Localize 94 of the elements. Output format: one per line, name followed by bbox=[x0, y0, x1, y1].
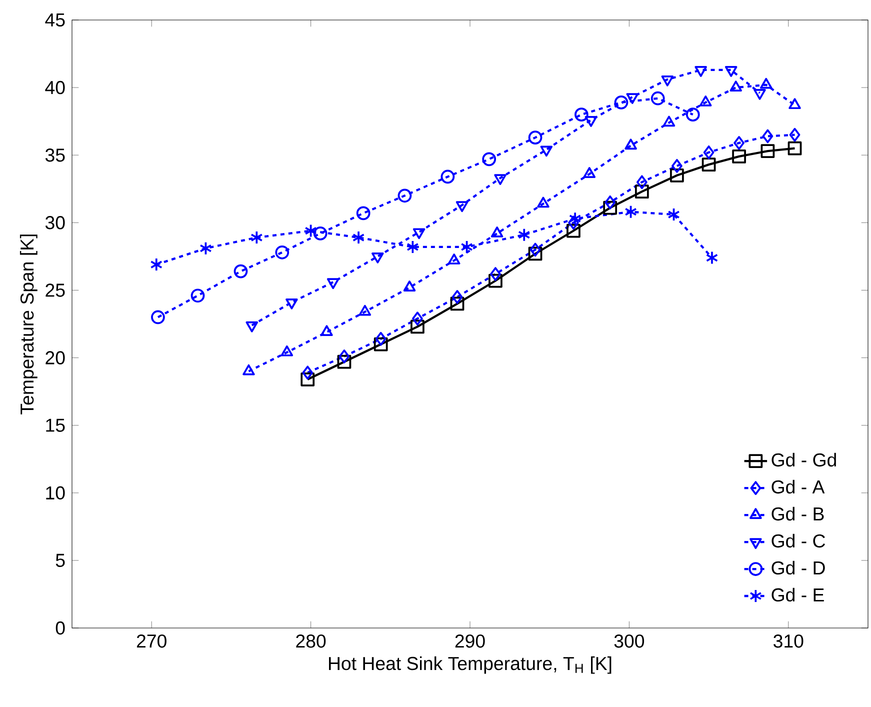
x-tick-label: 300 bbox=[614, 634, 644, 648]
point bbox=[732, 150, 746, 164]
point bbox=[603, 200, 618, 215]
point bbox=[450, 296, 464, 311]
y-tick-label: 20 bbox=[46, 351, 65, 364]
point bbox=[234, 264, 248, 278]
point bbox=[668, 208, 680, 222]
point bbox=[490, 226, 504, 238]
point bbox=[566, 224, 580, 238]
point bbox=[374, 337, 388, 352]
y-tick-label: 40 bbox=[45, 80, 65, 94]
point bbox=[694, 66, 707, 77]
legend-label: Gd - B bbox=[772, 506, 824, 521]
point bbox=[338, 349, 350, 364]
point bbox=[760, 144, 775, 158]
point bbox=[337, 354, 352, 369]
point bbox=[410, 320, 424, 334]
y-tick-label: 30 bbox=[45, 216, 65, 230]
point bbox=[242, 364, 255, 376]
point bbox=[151, 310, 165, 324]
point bbox=[150, 258, 163, 272]
y-tick-label: 0 bbox=[56, 621, 65, 635]
point bbox=[398, 188, 412, 203]
point bbox=[686, 108, 700, 122]
point bbox=[448, 254, 460, 264]
point bbox=[460, 240, 473, 254]
point bbox=[528, 246, 542, 261]
point bbox=[275, 245, 290, 260]
point bbox=[528, 130, 542, 144]
point bbox=[300, 372, 315, 386]
legend-label: Gd - D bbox=[772, 560, 825, 575]
point bbox=[568, 212, 582, 226]
point bbox=[320, 325, 333, 336]
point bbox=[762, 129, 774, 144]
point bbox=[352, 230, 365, 244]
point bbox=[412, 312, 423, 326]
y-tick-label: 45 bbox=[45, 13, 65, 27]
point bbox=[190, 288, 205, 303]
point bbox=[788, 141, 802, 156]
point bbox=[624, 204, 637, 219]
point bbox=[702, 158, 716, 172]
point bbox=[304, 224, 317, 238]
point bbox=[452, 290, 463, 304]
point bbox=[636, 175, 648, 190]
point bbox=[574, 108, 588, 122]
point bbox=[614, 95, 628, 110]
point bbox=[626, 93, 639, 104]
point bbox=[518, 228, 530, 242]
point bbox=[540, 146, 553, 157]
point bbox=[584, 116, 598, 127]
point bbox=[670, 168, 684, 182]
point bbox=[604, 195, 616, 210]
point bbox=[672, 158, 682, 173]
y-tick-label: 35 bbox=[45, 148, 65, 162]
point bbox=[488, 274, 502, 288]
legend-label: Gd - C bbox=[772, 534, 826, 548]
point bbox=[734, 136, 744, 150]
point bbox=[403, 280, 416, 292]
x-axis-title: Hot Heat Sink Temperature, T$_{H}$ [K] bbox=[329, 656, 612, 674]
legend-label: Gd - E bbox=[772, 588, 824, 602]
y-tick-label: 10 bbox=[46, 486, 65, 500]
y-axis-title: Temperature Span [K] bbox=[20, 234, 38, 414]
legend-label: Gd - A bbox=[772, 480, 825, 494]
x-tick-label: 310 bbox=[774, 634, 804, 648]
point bbox=[250, 230, 263, 244]
point bbox=[530, 242, 541, 257]
point bbox=[706, 250, 718, 265]
point bbox=[280, 345, 294, 356]
x-tick-label: 270 bbox=[136, 634, 166, 648]
point bbox=[482, 152, 496, 166]
point bbox=[406, 240, 419, 254]
point bbox=[789, 128, 800, 142]
point bbox=[358, 304, 372, 316]
y-tick-label: 25 bbox=[46, 284, 65, 297]
point bbox=[440, 170, 455, 184]
point bbox=[724, 66, 738, 77]
x-tick-label: 280 bbox=[296, 634, 326, 648]
point bbox=[302, 366, 314, 380]
point bbox=[200, 241, 212, 256]
point bbox=[356, 206, 370, 220]
x-tick-label: 290 bbox=[455, 634, 485, 648]
point bbox=[661, 76, 674, 86]
y-tick-label: 15 bbox=[46, 418, 65, 432]
legend-label: Gd - Gd bbox=[772, 452, 836, 467]
y-tick-label: 5 bbox=[56, 554, 65, 567]
point bbox=[635, 184, 649, 199]
point bbox=[568, 216, 579, 230]
point bbox=[313, 226, 328, 240]
point bbox=[703, 145, 714, 160]
point bbox=[650, 91, 665, 106]
point bbox=[375, 332, 386, 346]
point bbox=[754, 89, 766, 100]
point bbox=[494, 174, 506, 186]
point bbox=[490, 267, 501, 281]
